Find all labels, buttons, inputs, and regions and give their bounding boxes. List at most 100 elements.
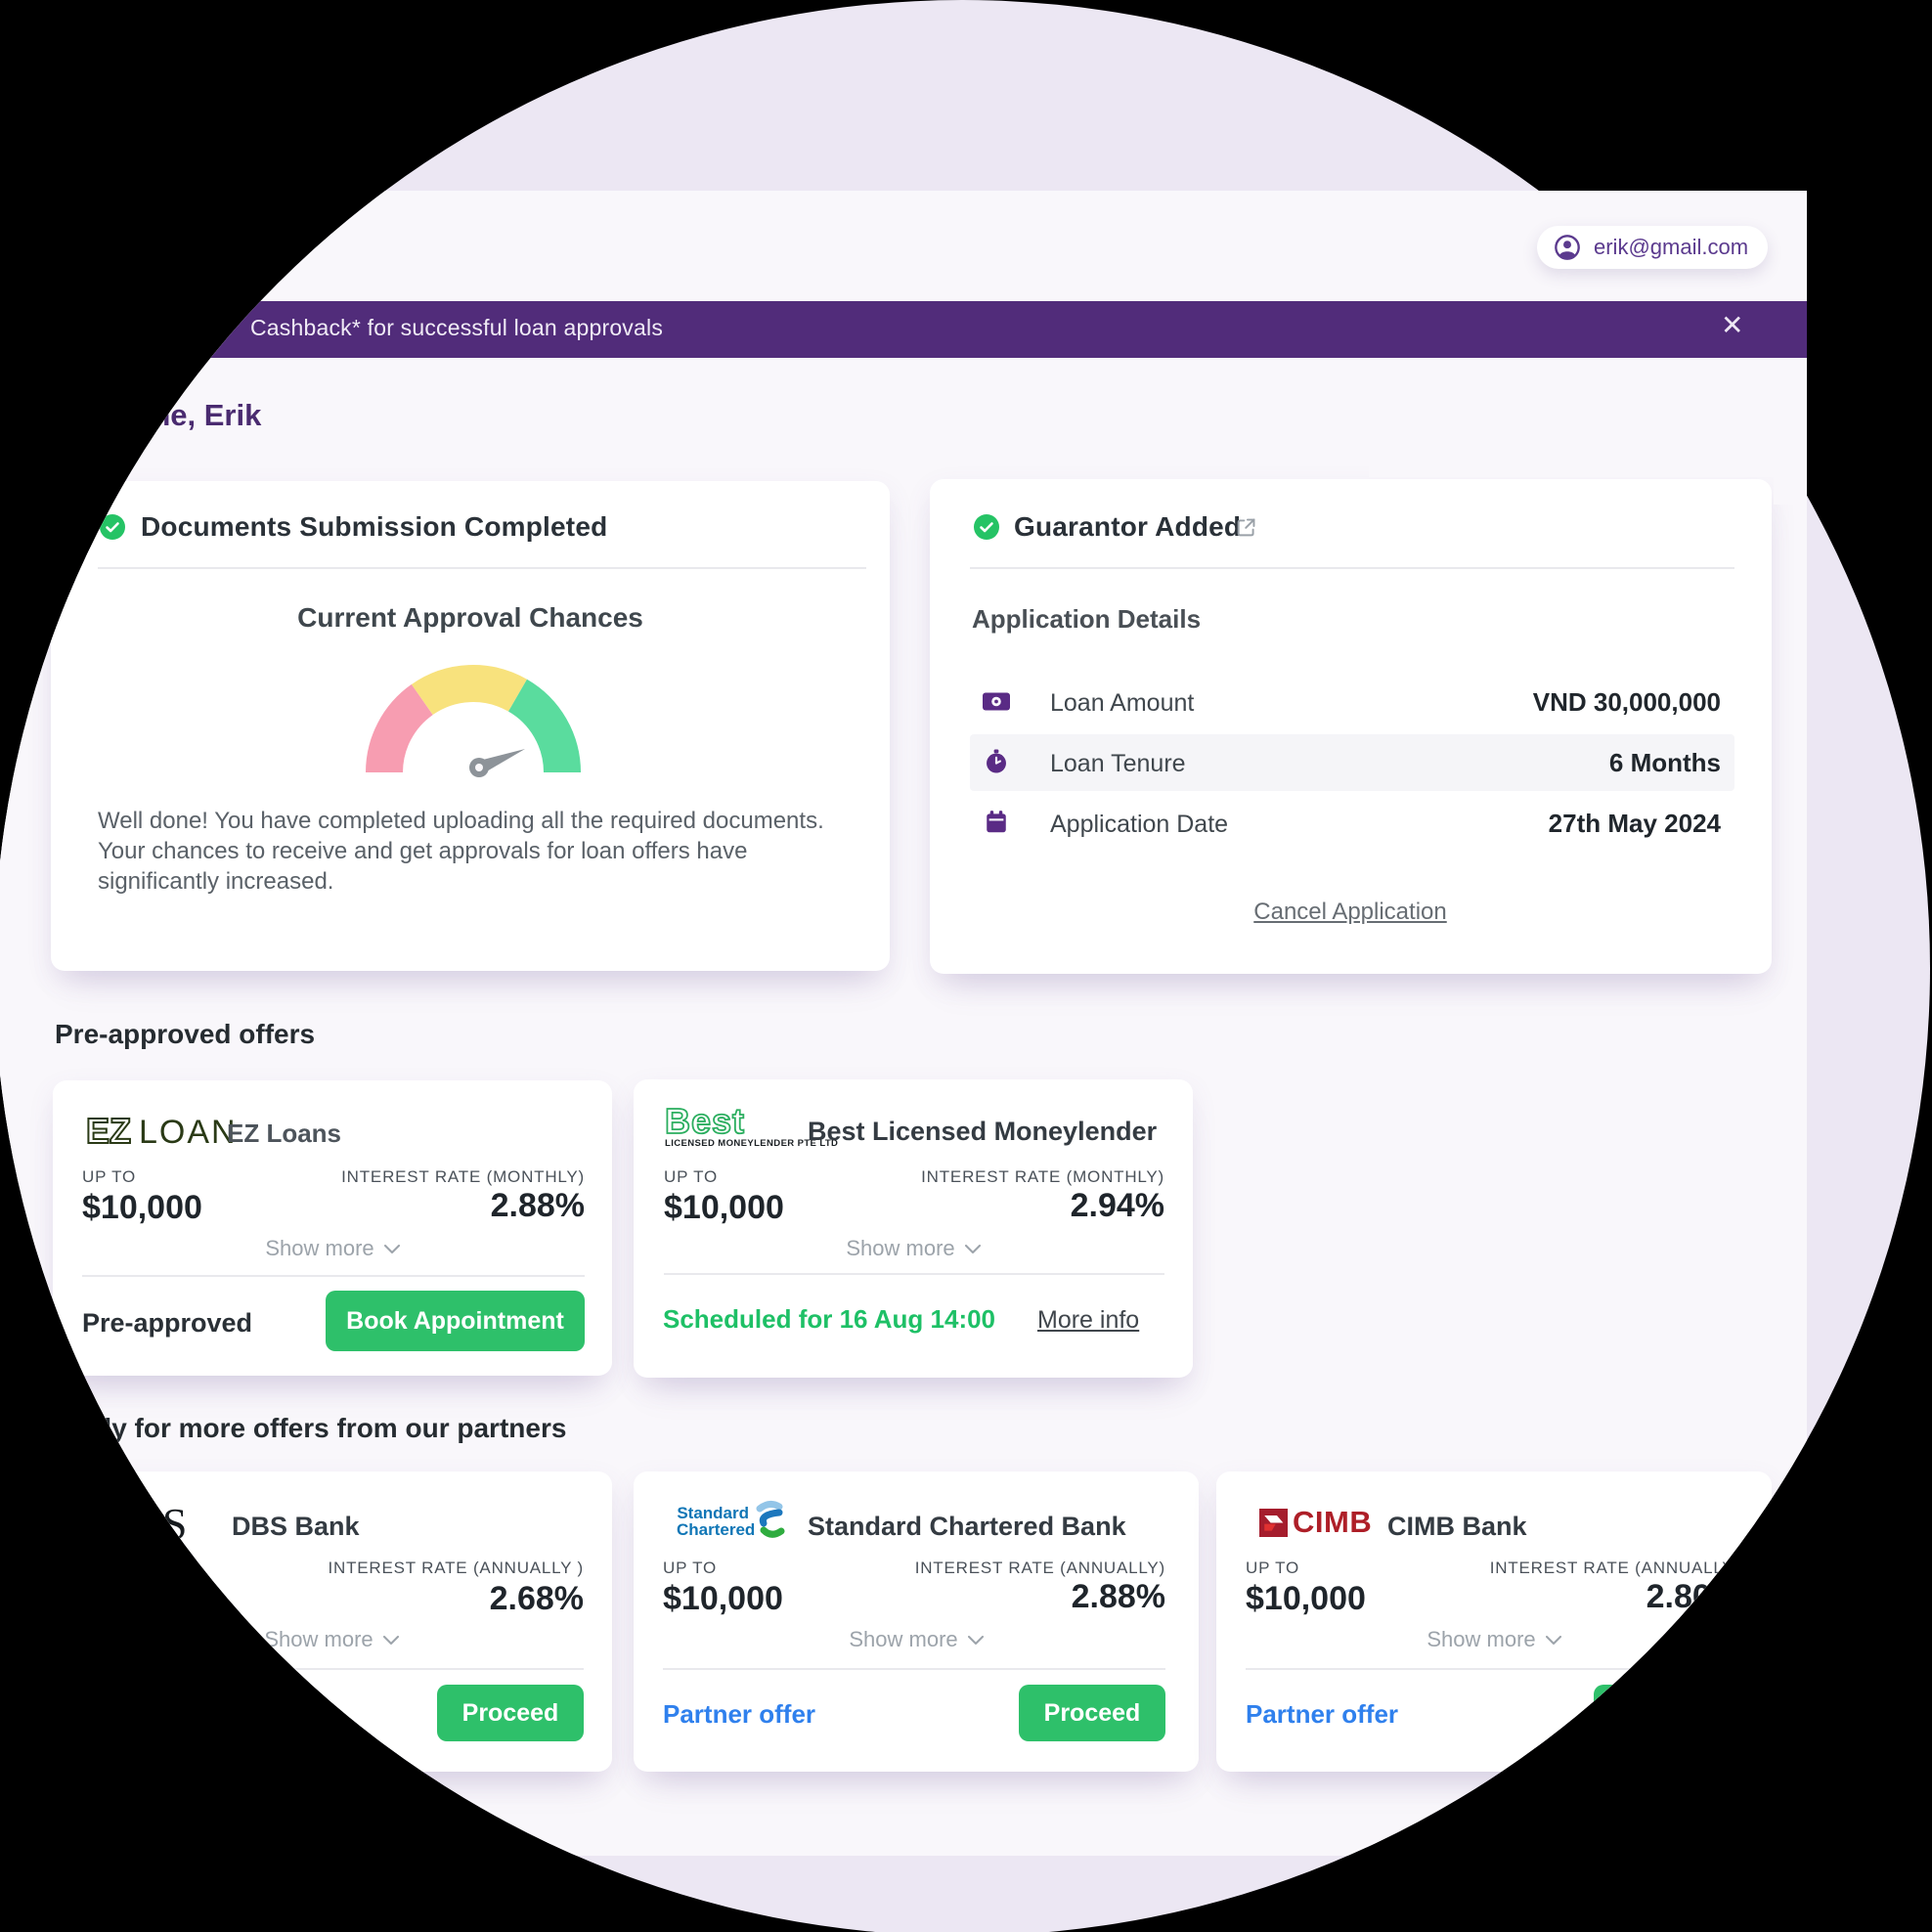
up-to-label: UP TO: [82, 1167, 137, 1186]
up-to-label: UP TO: [1246, 1559, 1300, 1577]
partner-offer-link[interactable]: Partner offer: [1246, 1699, 1399, 1729]
guarantor-card-title: Guarantor Added: [1014, 511, 1242, 542]
best-logo-subtext: LICENSED MONEYLENDER PTE LTD: [665, 1138, 839, 1149]
show-more-label: Show more: [846, 1236, 955, 1260]
offer-name: DBS Bank: [232, 1512, 360, 1541]
rate-label: INTEREST RATE (MONTHLY): [341, 1167, 585, 1186]
more-info-link[interactable]: More info: [1037, 1306, 1140, 1334]
rate-value: 2.88%: [1071, 1578, 1165, 1615]
scheduled-status: Scheduled for 16 Aug 14:00: [663, 1304, 996, 1334]
preapproved-status: Pre-approved: [82, 1308, 253, 1338]
chevron-down-icon: [964, 1244, 981, 1253]
up-to-label: UP TO: [663, 1559, 718, 1577]
offer-name: EZ Loans: [227, 1119, 342, 1148]
application-details-heading: Application Details: [972, 604, 1202, 634]
amount-value: $10,000: [664, 1189, 784, 1226]
proceed-button[interactable]: Proceed: [1594, 1685, 1740, 1741]
amount-value: $10,000: [1246, 1580, 1366, 1617]
documents-card-description: Well done! You have completed uploading …: [98, 808, 824, 895]
external-link-icon[interactable]: [1233, 515, 1258, 541]
partners-heading: Apply for more offers from our partners: [51, 1413, 567, 1443]
dbs-logo: DBS: [100, 1499, 188, 1549]
rate-value: 2.68%: [489, 1580, 584, 1617]
banknote-icon: [983, 692, 1010, 711]
divider: [664, 1273, 1164, 1275]
gauge-title: Current Approval Chances: [297, 602, 643, 633]
divider: [1246, 1668, 1740, 1670]
documents-card-title: Documents Submission Completed: [141, 511, 608, 542]
rate-label: INTEREST RATE (MONTHLY): [921, 1167, 1164, 1186]
chevron-down-icon: [382, 1635, 399, 1645]
sc-logo-line1: Standard: [677, 1504, 749, 1522]
show-more-label: Show more: [849, 1627, 958, 1651]
row-label: Loan Amount: [1050, 689, 1195, 717]
rate-value: 2.88%: [490, 1187, 585, 1224]
row-value: 27th May 2024: [1548, 809, 1721, 838]
avatar-icon: [1555, 235, 1580, 260]
sc-logo-text: Standard Chartered: [677, 1504, 756, 1539]
show-more-toggle[interactable]: Show more: [53, 1236, 612, 1261]
calendar-icon: [987, 811, 1006, 833]
offer-name: Best Licensed Moneylender: [808, 1117, 1158, 1146]
promo-banner-right: [1369, 301, 1807, 358]
approval-gauge: [366, 665, 581, 777]
sc-logo-line2: Chartered: [677, 1520, 756, 1539]
standard-chartered-mark-icon: [756, 1500, 785, 1538]
table-row-band: [970, 734, 1734, 791]
book-appointment-button[interactable]: Book Appointment: [326, 1291, 585, 1351]
guarantor-card: [930, 479, 1772, 974]
best-logo: Best: [664, 1100, 746, 1142]
offer-name: Standard Chartered Bank: [808, 1512, 1126, 1541]
row-value: VND 30,000,000: [1532, 687, 1721, 717]
row-label: Application Date: [1050, 811, 1229, 838]
stopwatch-icon: [987, 749, 1006, 773]
show-more-toggle[interactable]: Show more: [634, 1236, 1193, 1261]
partner-offer-link[interactable]: Partner offer: [663, 1699, 816, 1729]
divider: [82, 1275, 585, 1277]
ez-logo-monogram: EZ: [85, 1110, 132, 1152]
promo-banner-text: Cashback* for successful loan approvals: [250, 315, 664, 340]
close-icon[interactable]: ✕: [1721, 310, 1744, 340]
page-right-strip: [1369, 358, 1807, 477]
gauge-needle: [469, 749, 525, 777]
divider: [80, 1668, 584, 1670]
chevron-down-icon: [383, 1244, 400, 1253]
cancel-application-link[interactable]: Cancel Application: [1253, 899, 1447, 925]
ez-loan-logo: EZ LOAN: [85, 1110, 238, 1152]
rate-value: 2.80%: [1646, 1578, 1740, 1615]
rate-value: 2.94%: [1070, 1187, 1164, 1224]
show-more-label: Show more: [264, 1627, 373, 1651]
chevron-down-icon: [1545, 1635, 1561, 1645]
documents-card: [51, 481, 890, 971]
proceed-button[interactable]: Proceed: [1019, 1685, 1165, 1741]
show-more-label: Show more: [265, 1236, 374, 1260]
ez-logo-word: LOAN: [139, 1114, 238, 1151]
amount-value: $10,000: [663, 1580, 783, 1617]
show-more-label: Show more: [1427, 1627, 1536, 1651]
account-pill[interactable]: erik@gmail.com: [1537, 226, 1768, 269]
offer-name: CIMB Bank: [1387, 1512, 1527, 1541]
row-value: 6 Months: [1608, 748, 1721, 777]
up-to-label: UP TO: [664, 1167, 719, 1186]
rate-label: INTEREST RATE (ANNUALLY ): [328, 1559, 584, 1577]
rate-label: INTEREST RATE (ANNUALLY): [1489, 1559, 1740, 1577]
show-more-toggle[interactable]: Show more: [1216, 1627, 1772, 1652]
cimb-logo: CIMB: [1293, 1505, 1373, 1539]
account-email: erik@gmail.com: [1594, 235, 1749, 259]
chevron-down-icon: [967, 1635, 984, 1645]
check-icon: [100, 514, 125, 540]
divider: [98, 567, 866, 569]
show-more-toggle[interactable]: Show more: [634, 1627, 1199, 1652]
amount-value: $10,000: [82, 1189, 202, 1226]
divider: [970, 567, 1734, 569]
proceed-button[interactable]: Proceed: [437, 1685, 584, 1741]
page-right-sliver: [1774, 477, 1807, 505]
cimb-mark-icon: [1259, 1509, 1288, 1537]
divider: [663, 1668, 1165, 1670]
show-more-toggle[interactable]: Show more: [51, 1627, 612, 1652]
offer-card-best: [634, 1079, 1193, 1378]
preapproved-heading: Pre-approved offers: [55, 1019, 316, 1049]
row-label: Loan Tenure: [1050, 750, 1186, 777]
rate-label: INTEREST RATE (ANNUALLY): [914, 1559, 1165, 1577]
